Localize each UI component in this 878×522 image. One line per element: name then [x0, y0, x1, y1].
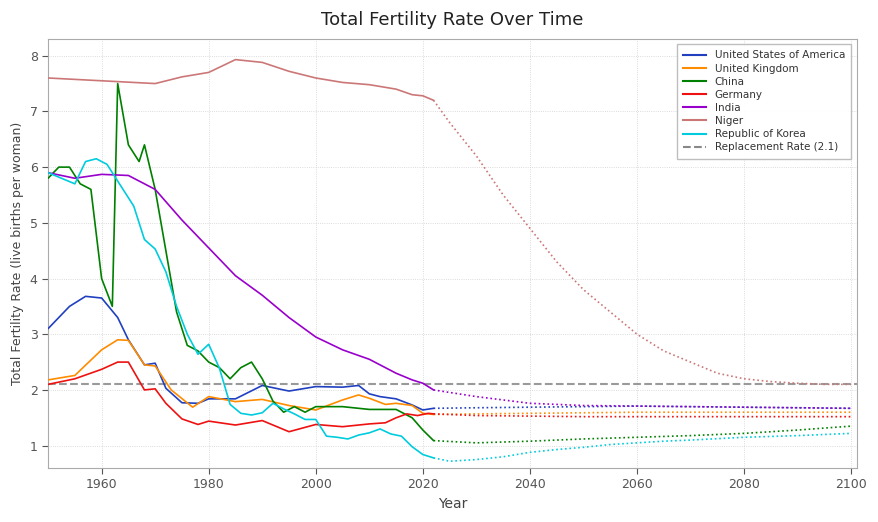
Title: Total Fertility Rate Over Time: Total Fertility Rate Over Time: [320, 11, 583, 29]
Legend: United States of America, United Kingdom, China, Germany, India, Niger, Republic: United States of America, United Kingdom…: [676, 44, 851, 159]
Y-axis label: Total Fertility Rate (live births per woman): Total Fertility Rate (live births per wo…: [11, 122, 24, 385]
X-axis label: Year: Year: [437, 497, 466, 511]
